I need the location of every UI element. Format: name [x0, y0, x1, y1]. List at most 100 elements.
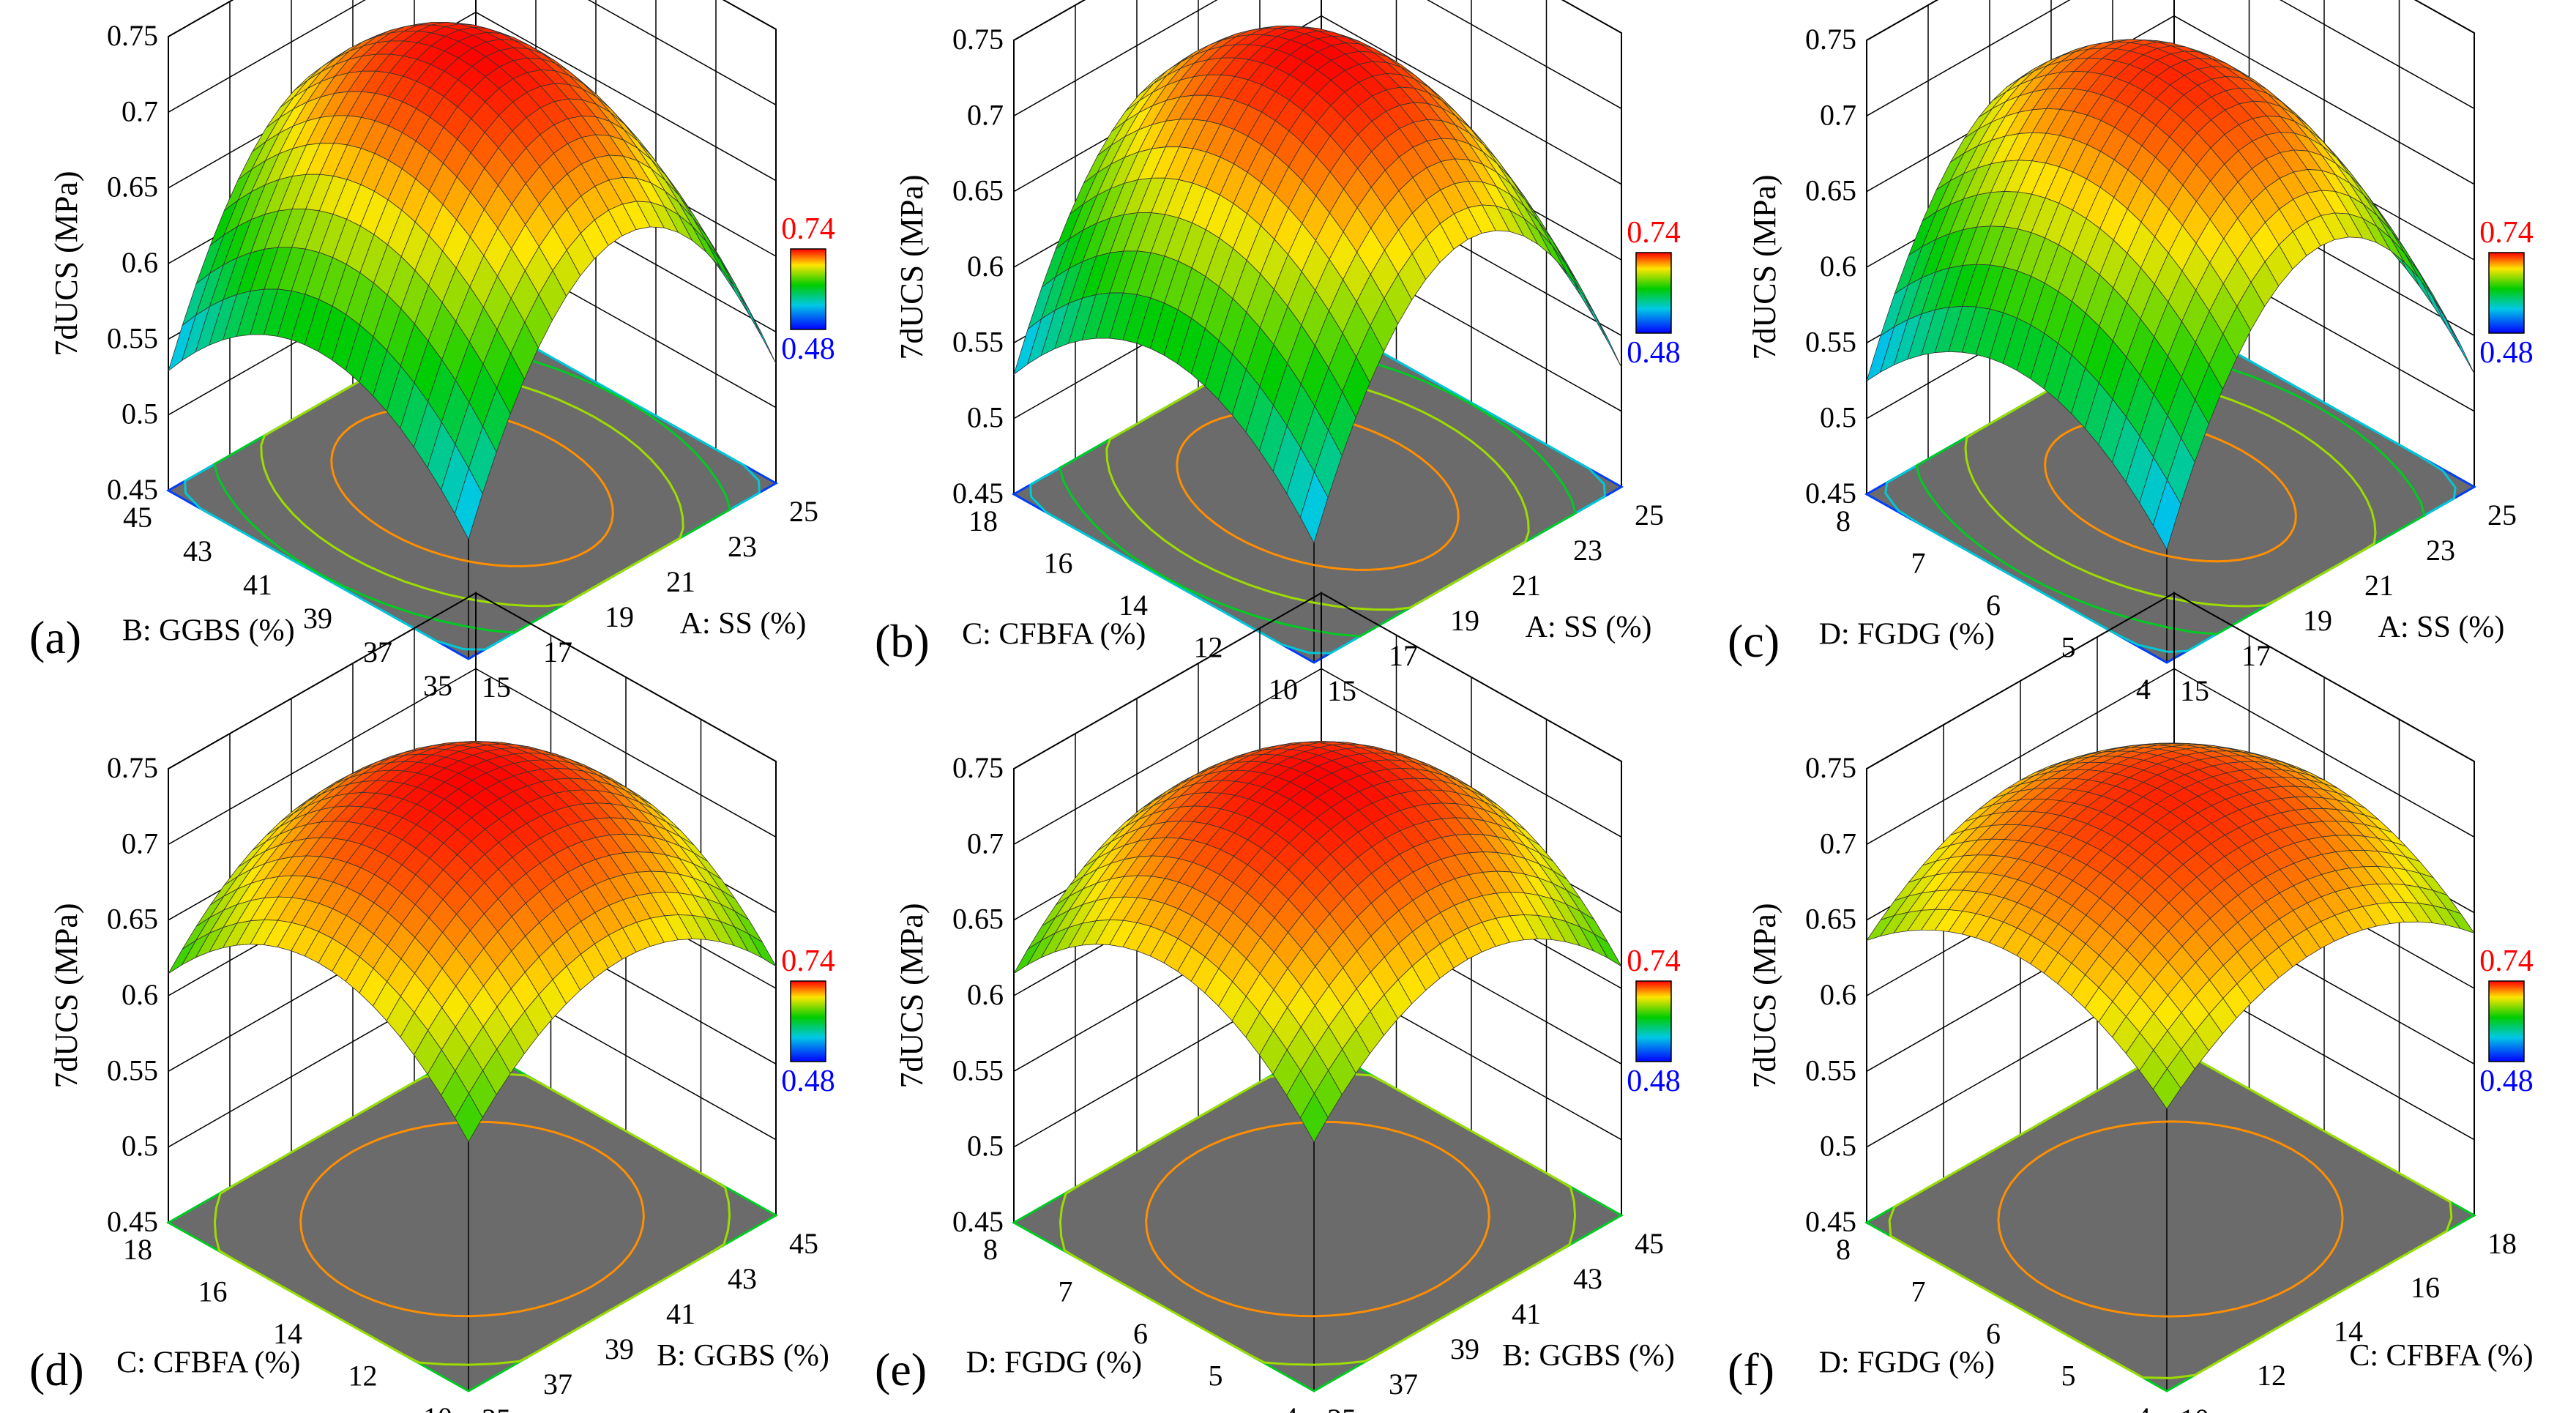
x-tick-label: 16 — [2411, 1271, 2440, 1304]
x-axis-label: C: CFBFA (%) — [2349, 1339, 2533, 1373]
x-tick-label: 19 — [1450, 604, 1479, 637]
x-tick-label: 12 — [2257, 1359, 2286, 1392]
color-legend: 0.74 0.48 — [2479, 944, 2534, 1098]
contour-line — [1997, 1120, 2344, 1318]
z-tick-label: 0.65 — [107, 903, 158, 936]
x-tick-label: 41 — [666, 1297, 695, 1330]
z-tick-label: 0.5 — [967, 1130, 1004, 1163]
panel-label: (f) — [1728, 1343, 1774, 1395]
y-tick-label: 8 — [1836, 1233, 1851, 1266]
contour-line — [1145, 1120, 1490, 1318]
z-axis-label: 7dUCS (MPa) — [1747, 903, 1782, 1088]
x-tick-label: 25 — [789, 495, 818, 528]
y-tick-label: 6 — [1133, 1317, 1148, 1350]
x-axis-label: B: GGBS (%) — [1502, 1339, 1675, 1373]
x-axis-ticks: 35 37 39 41 43 45 — [1327, 1227, 1664, 1413]
x-tick-label: 25 — [2487, 499, 2517, 532]
contour-line — [1059, 1072, 1577, 1366]
x-tick-label: 39 — [1450, 1332, 1479, 1365]
legend-gradient-bar — [790, 980, 826, 1062]
y-tick-label: 7 — [1911, 1275, 1926, 1308]
panel-label: (d) — [29, 1343, 84, 1395]
y-axis-label: B: GGBS (%) — [122, 614, 295, 647]
z-tick-label: 0.7 — [122, 827, 158, 860]
legend-max-label: 0.74 — [1627, 216, 1681, 250]
surface-cell — [1551, 245, 1580, 290]
z-tick-label: 0.55 — [1805, 1054, 1856, 1086]
y-tick-label: 8 — [1836, 504, 1851, 537]
z-tick-label: 0.55 — [952, 1054, 1004, 1086]
x-tick-label: 43 — [728, 1262, 757, 1295]
x-tick-label: 35 — [482, 1403, 511, 1413]
z-tick-label: 0.75 — [107, 751, 158, 784]
z-tick-label: 0.65 — [107, 171, 158, 204]
y-tick-label: 18 — [123, 1233, 152, 1266]
x-tick-label: 19 — [2303, 604, 2332, 637]
panel-label: (c) — [1728, 615, 1780, 667]
surface-cell — [1537, 229, 1566, 272]
z-tick-label: 0.55 — [107, 321, 158, 354]
z-tick-label: 0.75 — [952, 23, 1004, 56]
z-axis-ticks: 0.45 0.5 0.55 0.6 0.65 0.7 0.75 — [107, 19, 158, 506]
legend-gradient-bar — [2488, 980, 2525, 1062]
z-tick-label: 0.75 — [952, 751, 1004, 784]
z-tick-label: 0.5 — [122, 398, 158, 430]
y-tick-label: 10 — [423, 1401, 452, 1413]
z-tick-label: 0.55 — [952, 325, 1004, 358]
y-tick-label: 14 — [1119, 589, 1148, 622]
panel-label: (a) — [29, 611, 81, 663]
z-tick-label: 0.65 — [1805, 174, 1856, 207]
z-tick-label: 0.75 — [1805, 751, 1856, 784]
y-tick-label: 7 — [1059, 1275, 1073, 1308]
response-surface — [1013, 26, 1622, 544]
y-tick-label: 6 — [1986, 1317, 2001, 1350]
x-tick-label: 21 — [1512, 569, 1541, 602]
z-axis-ticks: 0.45 0.5 0.55 0.6 0.65 0.7 0.75 — [107, 751, 158, 1238]
contour-line — [213, 1072, 731, 1366]
color-legend: 0.74 0.48 — [2479, 216, 2534, 370]
contour-line — [1888, 1059, 2453, 1379]
z-tick-label: 0.5 — [967, 401, 1004, 434]
x-axis-label: B: GGBS (%) — [657, 1339, 829, 1373]
z-tick-label: 0.55 — [107, 1054, 158, 1086]
legend-gradient-bar — [1635, 980, 1672, 1062]
color-legend: 0.74 0.48 — [1627, 216, 1681, 370]
y-tick-label: 12 — [348, 1360, 378, 1393]
z-tick-label: 0.7 — [967, 98, 1004, 131]
y-tick-label: 10 — [1269, 673, 1298, 706]
z-tick-label: 0.6 — [1820, 978, 1856, 1011]
color-legend: 0.74 0.48 — [1627, 944, 1681, 1098]
y-axis-ticks: 10 12 14 16 18 — [123, 1233, 452, 1413]
z-tick-label: 0.6 — [122, 978, 158, 1011]
y-tick-label: 35 — [423, 669, 452, 702]
y-axis-label: C: CFBFA (%) — [962, 617, 1146, 651]
z-tick-label: 0.6 — [122, 246, 158, 279]
x-tick-label: 18 — [2487, 1227, 2517, 1260]
y-tick-label: 8 — [983, 1233, 998, 1266]
y-tick-label: 5 — [1209, 1360, 1223, 1393]
z-tick-label: 0.6 — [1820, 250, 1856, 283]
legend-gradient-bar — [790, 248, 826, 330]
z-tick-label: 0.75 — [107, 19, 158, 52]
surface-cell — [1299, 1092, 1329, 1143]
z-tick-label: 0.7 — [122, 94, 158, 127]
y-tick-label: 5 — [2061, 1360, 2076, 1393]
x-tick-label: 17 — [543, 635, 572, 668]
x-tick-label: 37 — [543, 1368, 572, 1401]
surface-cell — [2404, 253, 2433, 297]
surface-cell — [1299, 471, 1329, 544]
response-surface — [1866, 742, 2476, 1110]
x-axis-label: A: SS (%) — [1526, 611, 1652, 644]
y-tick-label: 39 — [303, 602, 332, 635]
legend-max-label: 0.74 — [2479, 216, 2534, 250]
color-legend: 0.74 0.48 — [781, 212, 835, 366]
x-axis-ticks: 35 37 39 41 43 45 — [482, 1227, 818, 1413]
z-tick-label: 0.55 — [1805, 325, 1856, 358]
z-axis-label: 7dUCS (MPa) — [894, 903, 930, 1088]
y-tick-label: 14 — [273, 1317, 302, 1350]
x-tick-label: 45 — [1635, 1227, 1664, 1260]
surface-cell — [454, 467, 483, 540]
x-tick-label: 15 — [1327, 674, 1356, 707]
surface-cell — [2152, 479, 2181, 551]
